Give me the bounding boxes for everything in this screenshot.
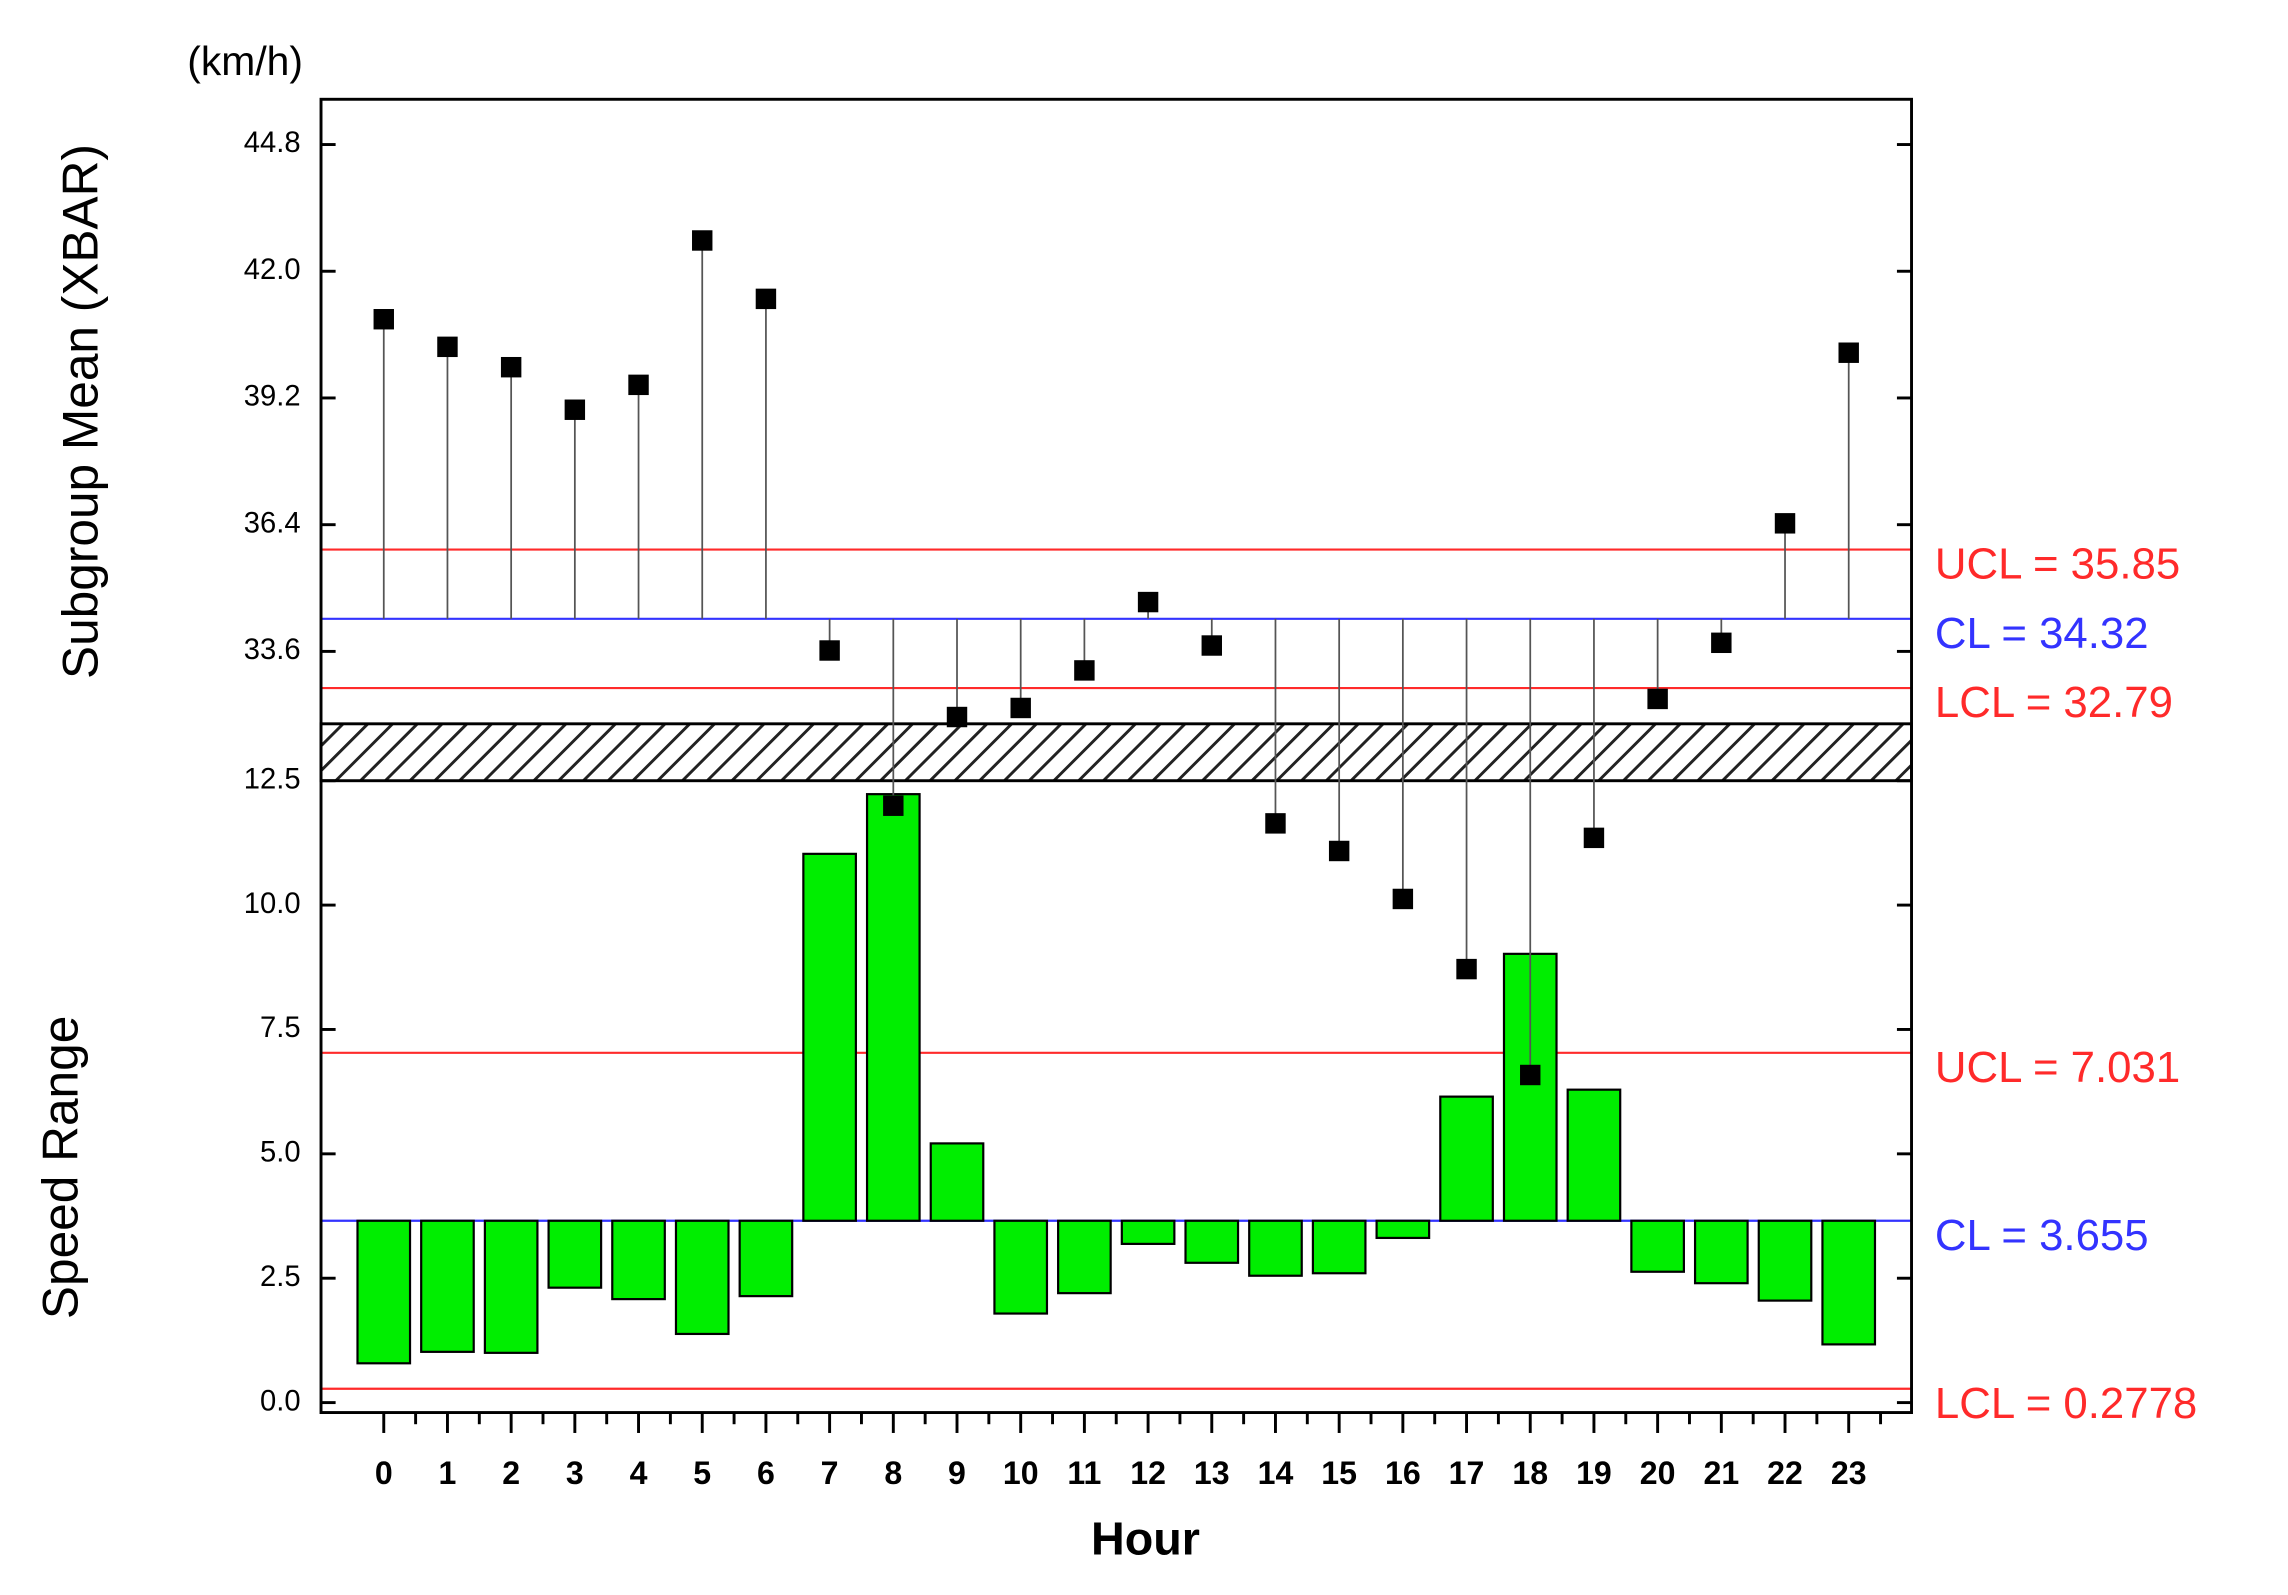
- x-tick-label: 11: [1067, 1455, 1101, 1491]
- y-axis-label: Speed Range: [32, 1016, 88, 1319]
- bar: [1248, 1219, 1303, 1277]
- bar: [547, 1219, 603, 1289]
- point: [883, 795, 904, 816]
- x-tick-label: 19: [1576, 1455, 1612, 1491]
- bar: [1120, 1219, 1176, 1245]
- y-tick-label: 33.6: [244, 634, 301, 666]
- unit-label: (km/h): [187, 38, 303, 84]
- y-tick-label: 12.5: [244, 763, 301, 795]
- x-tick-label: 6: [757, 1455, 775, 1491]
- bar: [611, 1219, 666, 1301]
- x-tick-label: 20: [1640, 1455, 1676, 1491]
- bar: [993, 1219, 1049, 1315]
- bar: [1057, 1219, 1112, 1295]
- x-tick-label: 15: [1321, 1455, 1357, 1491]
- point: [628, 374, 649, 396]
- point: [1647, 688, 1668, 710]
- y-tick-label: 2.5: [260, 1261, 301, 1293]
- point: [1328, 840, 1350, 862]
- point: [1520, 1064, 1541, 1086]
- point: [755, 288, 777, 310]
- bar: [802, 852, 857, 1222]
- bar: [1566, 1088, 1622, 1222]
- x-axis-label: Hour: [1091, 1513, 1200, 1565]
- x-tick-label: 1: [439, 1455, 457, 1491]
- y-axis-label: Subgroup Mean (XBAR): [53, 144, 109, 679]
- control-line-label: UCL = 35.85: [1935, 540, 2180, 589]
- point: [1392, 888, 1414, 910]
- y-tick-label: 36.4: [244, 507, 301, 539]
- bar: [420, 1219, 475, 1353]
- bar: [1757, 1219, 1813, 1302]
- bar: [356, 1219, 412, 1365]
- point: [500, 356, 522, 378]
- x-tick-label: 18: [1512, 1455, 1548, 1491]
- point: [1838, 342, 1859, 363]
- bar: [929, 1142, 985, 1222]
- control-line-label: UCL = 7.031: [1935, 1043, 2180, 1092]
- point: [564, 399, 586, 420]
- x-tick-label: 10: [1003, 1455, 1039, 1491]
- point: [1010, 697, 1031, 719]
- point: [1201, 635, 1222, 656]
- bar: [483, 1219, 539, 1354]
- x-tick-label: 7: [821, 1455, 839, 1491]
- y-tick-label: 42.0: [244, 254, 301, 286]
- y-tick-label: 0.0: [260, 1385, 301, 1417]
- x-tick-label: 16: [1385, 1455, 1421, 1491]
- x-tick-label: 9: [948, 1455, 966, 1491]
- bar: [1693, 1219, 1749, 1285]
- x-tick-label: 13: [1194, 1455, 1230, 1491]
- y-tick-label: 7.5: [260, 1012, 301, 1044]
- point: [819, 640, 840, 661]
- y-tick-label: 44.8: [244, 127, 301, 159]
- x-tick-label: 22: [1767, 1455, 1803, 1491]
- y-tick-label: 5.0: [260, 1137, 301, 1169]
- x-tick-label: 0: [375, 1455, 393, 1491]
- point: [1265, 813, 1286, 834]
- x-tick-label: 3: [566, 1455, 584, 1491]
- bar: [1375, 1219, 1431, 1240]
- x-tick-label: 23: [1831, 1455, 1867, 1491]
- bar: [1630, 1219, 1685, 1273]
- x-tick-label: 14: [1258, 1455, 1294, 1491]
- x-tick-label: 8: [884, 1455, 902, 1491]
- bar: [1184, 1219, 1240, 1264]
- control-line-label: CL = 34.32: [1935, 609, 2149, 658]
- y-tick-label: 10.0: [244, 888, 301, 920]
- x-tick-label: 5: [693, 1455, 711, 1491]
- x-tick-label: 12: [1130, 1455, 1166, 1491]
- bar: [865, 793, 921, 1222]
- point: [946, 706, 968, 728]
- point: [1456, 958, 1477, 980]
- control-line-label: LCL = 32.79: [1935, 678, 2173, 727]
- y-tick-label: 39.2: [244, 381, 301, 413]
- bar: [738, 1219, 794, 1298]
- control-line-label: LCL = 0.2778: [1935, 1379, 2197, 1428]
- point: [1074, 660, 1095, 681]
- x-tick-label: 21: [1703, 1455, 1739, 1491]
- point: [437, 336, 458, 358]
- point: [373, 309, 394, 330]
- x-tick-label: 4: [630, 1455, 648, 1491]
- bar: [1439, 1095, 1494, 1222]
- point: [1137, 591, 1159, 613]
- x-tick-label: 17: [1449, 1455, 1485, 1491]
- axis-break: [319, 722, 1913, 783]
- point: [1774, 513, 1796, 534]
- bar: [674, 1219, 730, 1336]
- bar: [1311, 1219, 1367, 1275]
- bar: [1821, 1219, 1877, 1346]
- control-line-label: CL = 3.655: [1935, 1211, 2149, 1260]
- point: [1711, 632, 1732, 654]
- point: [692, 230, 713, 251]
- point: [1583, 827, 1605, 849]
- x-tick-label: 2: [502, 1455, 520, 1491]
